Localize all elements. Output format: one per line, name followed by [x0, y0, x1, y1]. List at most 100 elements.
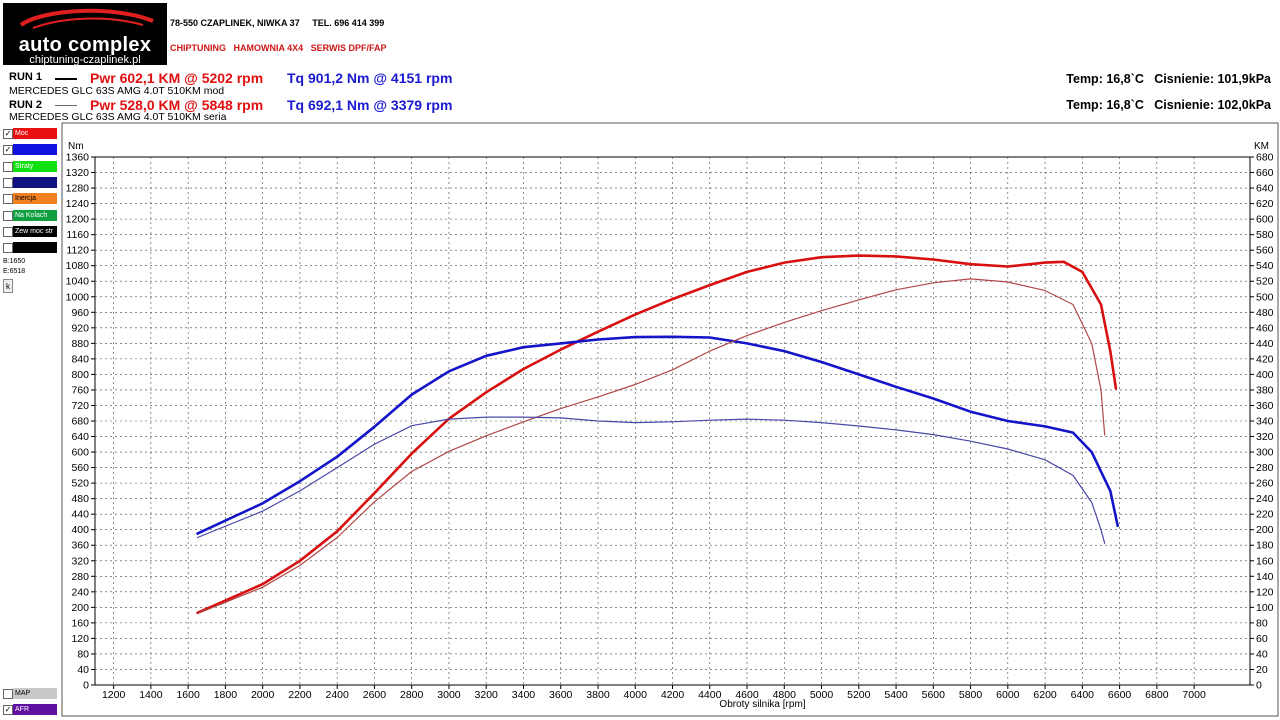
curve-toggle-checkbox[interactable]: ✓	[3, 129, 13, 139]
y-tick-label-left: 200	[71, 602, 89, 614]
y-tick-label-right: 80	[1256, 617, 1268, 629]
x-tick-label: 3800	[586, 689, 610, 701]
curve-toggle-label	[13, 144, 57, 156]
x-tick-label: 4200	[661, 689, 685, 701]
curve-toggle-2[interactable]: Straty	[3, 160, 57, 173]
x-tick-label: 6800	[1145, 689, 1169, 701]
y-tick-label-left: 1120	[66, 245, 89, 257]
y-tick-label-right: 340	[1256, 416, 1274, 428]
x-tick-label: 6000	[996, 689, 1020, 701]
curve-toggle-checkbox[interactable]	[3, 210, 13, 221]
toggle-map[interactable]: MAP	[3, 688, 57, 700]
y-tick-label-right: 660	[1256, 167, 1274, 179]
y-tick-label-left: 120	[71, 633, 89, 645]
series-line-1	[196, 335, 1119, 535]
curve-toggle-label: Moc	[13, 128, 57, 139]
y-tick-label-left: 480	[71, 493, 89, 505]
y-tick-label-right: 160	[1256, 555, 1274, 567]
y-tick-label-left: 0	[83, 680, 89, 692]
end-rpm-label: E:6518	[3, 268, 26, 275]
run2-torque: Tq 692,1 Nm @ 3379 rpm	[287, 97, 453, 113]
y-tick-label-left: 80	[77, 648, 89, 660]
curve-toggle-6[interactable]: Zew moc str	[3, 225, 57, 238]
x-tick-label: 4400	[698, 689, 722, 701]
curve-toggle-3[interactable]	[3, 176, 57, 189]
y-tick-label-left: 1320	[66, 167, 90, 179]
y-tick-label-right: 200	[1256, 524, 1274, 536]
y-tick-label-left: 600	[71, 447, 89, 459]
y-tick-label-left: 320	[71, 555, 89, 567]
x-tick-label: 2400	[325, 689, 349, 701]
begin-rpm-label: B:1650	[3, 258, 26, 265]
y-tick-label-left: 1080	[66, 260, 90, 272]
afr-checkbox[interactable]: ✓	[3, 705, 13, 715]
y-tick-label-left: 440	[71, 509, 89, 521]
curve-toggle-label: Inercja	[13, 193, 57, 205]
y-tick-label-right: 260	[1256, 478, 1274, 490]
curve-toggle-checkbox[interactable]	[3, 194, 13, 205]
run1-vehicle: MERCEDES GLC 63S AMG 4.0T 510KM mod	[9, 85, 225, 97]
map-checkbox[interactable]	[3, 689, 13, 699]
x-tick-label: 5800	[959, 689, 983, 701]
y-tick-label-right: 220	[1256, 509, 1274, 521]
run1-torque: Tq 901,2 Nm @ 4151 rpm	[287, 70, 453, 86]
x-tick-label: 3200	[475, 689, 499, 701]
curve-toggle-5[interactable]: Na Kolach	[3, 209, 57, 222]
x-tick-label: 1600	[176, 689, 200, 701]
run1-power: Pwr 602,1 KM @ 5202 rpm	[90, 70, 264, 86]
curve-toggle-4[interactable]: Inercja	[3, 193, 57, 205]
y-tick-label-left: 1040	[66, 276, 90, 288]
x-tick-label: 5200	[847, 689, 871, 701]
y-tick-label-right: 500	[1256, 291, 1274, 303]
y-tick-label-right: 480	[1256, 307, 1274, 319]
y-tick-label-right: 60	[1256, 633, 1268, 645]
y-tick-label-right: 620	[1256, 198, 1274, 210]
curve-toggle-1[interactable]: ✓	[3, 144, 57, 156]
x-tick-label: 2600	[363, 689, 387, 701]
curve-toggle-checkbox[interactable]	[3, 161, 13, 172]
y-tick-label-right: 320	[1256, 431, 1274, 443]
curve-toggle-checkbox[interactable]	[3, 243, 13, 254]
y-tick-label-left: 800	[71, 369, 89, 381]
y-tick-label-left: 360	[71, 540, 89, 552]
x-tick-label: 3000	[437, 689, 461, 701]
curve-toggle-checkbox[interactable]: ✓	[3, 145, 13, 156]
curve-toggle-0[interactable]: ✓ Moc	[3, 128, 57, 140]
x-tick-label: 5400	[884, 689, 908, 701]
y-tick-label-right: 380	[1256, 384, 1274, 396]
y-tick-label-right: 300	[1256, 447, 1274, 459]
curve-toggle-checkbox[interactable]	[3, 226, 13, 237]
x-tick-label: 1400	[139, 689, 163, 701]
header-address: 78-550 CZAPLINEK, NIWKA 37 TEL. 696 414 …	[170, 18, 385, 28]
y-tick-label-left: 1200	[66, 214, 90, 226]
x-tick-label: 1200	[102, 689, 126, 701]
x-tick-label: 2200	[288, 689, 312, 701]
y-tick-label-right: 400	[1256, 369, 1274, 381]
run2-label: RUN 2	[9, 99, 43, 111]
x-axis-label: Obroty silnika [rpm]	[719, 699, 805, 710]
toggle-afr[interactable]: ✓ AFR	[3, 704, 57, 716]
x-tick-label: 5000	[810, 689, 834, 701]
x-tick-label: 2800	[400, 689, 424, 701]
y-tick-label-left: 1000	[66, 291, 90, 303]
y-tick-label-right: 100	[1256, 602, 1274, 614]
y-tick-label-left: 560	[71, 462, 89, 474]
y-tick-label-right: 280	[1256, 462, 1274, 474]
run2-line-sample	[55, 105, 77, 106]
run2-environment: Temp: 16,8`C Cisnienie: 102,0kPa	[1066, 98, 1271, 112]
y-tick-label-right: 20	[1256, 664, 1268, 676]
curve-toggle-7[interactable]	[3, 242, 57, 254]
series-line-0	[196, 254, 1118, 615]
y-tick-label-right: 580	[1256, 229, 1274, 241]
k-button[interactable]: k	[3, 279, 13, 293]
y-axis-label-left: Nm	[68, 141, 84, 152]
y-tick-label-left: 720	[71, 400, 89, 412]
curve-toggle-checkbox[interactable]	[3, 177, 13, 188]
afr-swatch: AFR	[13, 704, 57, 715]
header-services: CHIPTUNING HAMOWNIA 4X4 SERWIS DPF/FAP	[170, 43, 387, 53]
y-tick-label-left: 960	[71, 307, 89, 319]
x-tick-label: 4800	[773, 689, 797, 701]
y-tick-label-left: 1360	[66, 152, 90, 164]
chart-frame	[61, 122, 1279, 717]
y-tick-label-right: 520	[1256, 276, 1274, 288]
